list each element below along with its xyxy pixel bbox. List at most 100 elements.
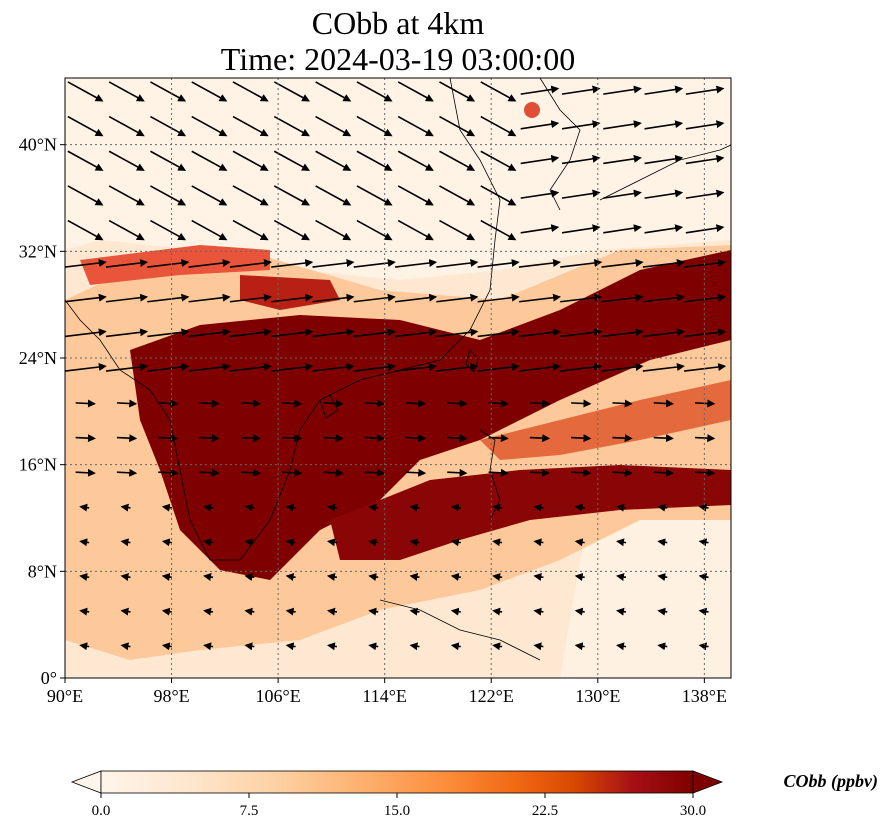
wind-arrow [203, 573, 214, 581]
wind-arrow [232, 219, 269, 241]
wind-arrow [657, 503, 668, 512]
wind-arrow [116, 399, 138, 408]
wind-arrow [65, 259, 107, 268]
wind-arrow [67, 185, 104, 206]
wind-arrow [315, 219, 352, 241]
wind-arrow [105, 328, 149, 338]
plume-northwest [80, 245, 270, 285]
wind-arrow [116, 468, 138, 477]
wind-arrow [158, 399, 179, 408]
wind-arrow [65, 293, 107, 303]
wind-arrow [520, 189, 560, 199]
wind-arrow [642, 259, 685, 268]
wind-arrow [285, 642, 296, 651]
wind-arrow [368, 642, 379, 651]
wind-arrow [653, 399, 675, 408]
wind-arrow [685, 154, 725, 165]
wind-arrow [323, 399, 344, 408]
wind-arrow [685, 189, 725, 199]
wind-arrow [480, 219, 517, 241]
wind-arrow [450, 573, 461, 581]
wind-arrow [405, 399, 427, 408]
wind-arrow [368, 607, 379, 616]
lat-tick-label: 24°N [19, 348, 57, 368]
wind-arrow [436, 293, 479, 303]
wind-arrow [529, 434, 551, 443]
wind-arrow [409, 503, 420, 512]
wind-arrow [653, 468, 675, 477]
wind-arrow [147, 293, 190, 303]
wind-arrow [285, 538, 296, 547]
wind-arrow [191, 150, 228, 171]
wind-arrow [120, 573, 131, 581]
wind-arrow [612, 468, 633, 477]
wind-arrow [240, 468, 262, 477]
wind-arrow [529, 468, 551, 477]
wind-arrow [657, 642, 668, 651]
wind-arrow [533, 573, 544, 581]
colorbar-ticks: 0.0 7.5 15.0 22.5 30.0 [92, 793, 706, 819]
wind-arrow [492, 573, 503, 581]
wind-arrow [150, 150, 187, 171]
wind-arrow [108, 81, 145, 102]
wind-arrow [271, 259, 314, 268]
hotspot-north [524, 102, 540, 118]
gridlines [65, 78, 731, 678]
wind-arrow [603, 154, 642, 165]
wind-arrow [436, 259, 479, 268]
wind-arrow [161, 607, 172, 616]
wind-arrow [450, 607, 461, 616]
wind-arrow [492, 642, 503, 651]
title-line-1: CObb at 4km [312, 5, 485, 41]
wind-vectors [65, 81, 727, 651]
wind-arrow [315, 185, 352, 206]
lat-tick-label: 32°N [19, 241, 57, 261]
wind-arrow [603, 85, 642, 95]
wind-arrow [356, 115, 393, 137]
colorbar-tick-label: 7.5 [240, 803, 259, 819]
wind-arrow [273, 115, 310, 137]
wind-arrow [232, 81, 269, 102]
lat-tick-label: 8°N [28, 561, 57, 581]
wind-arrow [574, 573, 585, 581]
wind-arrow [240, 399, 262, 408]
wind-arrow [108, 219, 145, 241]
colorbar-tick-label: 0.0 [92, 803, 111, 819]
colorbar-extend-low [70, 770, 102, 794]
wind-arrow [450, 503, 461, 512]
wind-arrow [561, 224, 601, 234]
wind-arrow [450, 642, 461, 651]
wind-arrow [312, 328, 355, 338]
wind-arrow [244, 642, 255, 651]
wind-arrow [105, 293, 149, 303]
wind-arrow [644, 189, 684, 199]
wind-arrow [447, 434, 468, 443]
wind-arrow [120, 503, 131, 512]
wind-arrow [79, 503, 90, 512]
wind-arrow [615, 642, 627, 651]
wind-arrow [644, 120, 684, 130]
wind-arrow [492, 607, 503, 616]
wind-arrow [368, 503, 379, 512]
taiwan-coastline [465, 349, 479, 373]
wind-arrow [397, 185, 434, 206]
wind-arrow [447, 468, 468, 477]
wind-arrow [405, 468, 427, 477]
wind-arrow [533, 538, 544, 547]
wind-arrow [601, 363, 644, 372]
wind-arrow [560, 259, 603, 268]
plume-main-core [130, 250, 731, 580]
wind-arrow [229, 293, 272, 303]
wind-arrow [397, 115, 434, 137]
wind-arrow [394, 293, 438, 303]
wind-arrow [439, 185, 476, 206]
wind-arrow [353, 328, 396, 338]
wind-arrow [560, 293, 603, 303]
wind-arrow [356, 150, 393, 171]
wind-arrow [642, 328, 685, 338]
wind-arrow [312, 293, 355, 303]
wind-arrow [150, 81, 187, 102]
wind-arrow [285, 573, 296, 581]
wind-arrow [67, 219, 104, 241]
wind-arrow [79, 538, 90, 547]
